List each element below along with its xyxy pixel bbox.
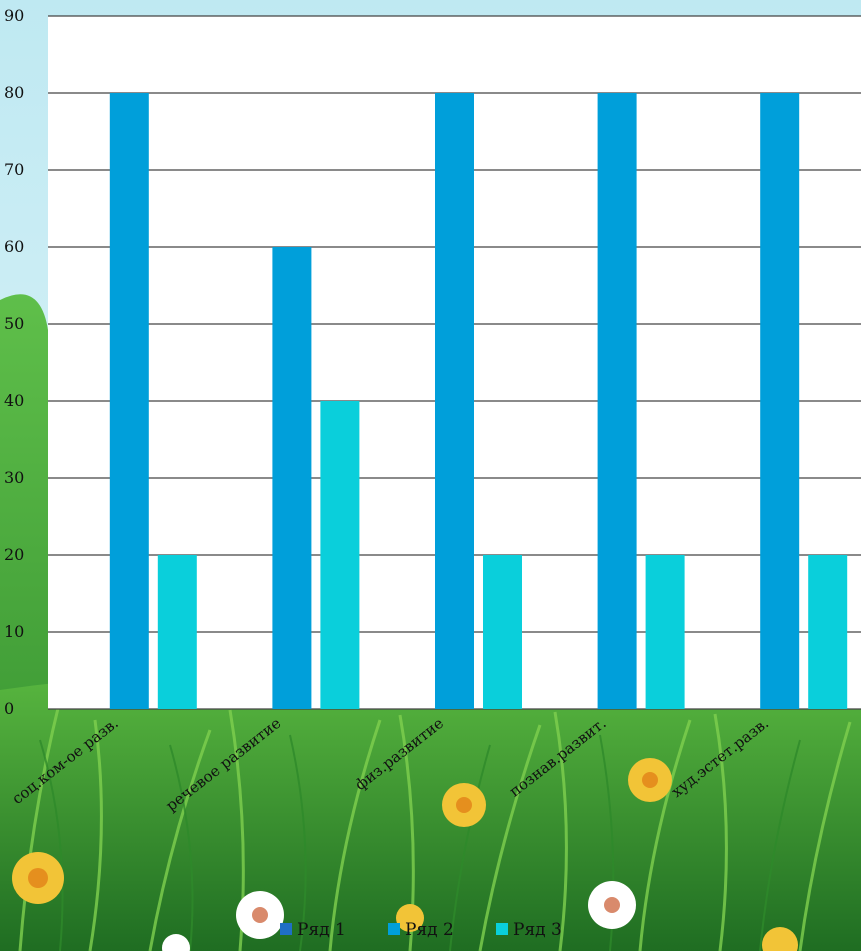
x-category-label: соц.ком-ое разв. — [9, 714, 122, 808]
bar — [645, 555, 685, 709]
bar — [808, 555, 848, 709]
legend-label: Ряд 3 — [513, 920, 562, 940]
bar — [157, 555, 197, 709]
legend-swatch — [388, 923, 400, 935]
x-category-label: речевое развитие — [162, 714, 284, 815]
legend-swatch — [496, 923, 508, 935]
bar — [435, 93, 474, 709]
bar — [597, 93, 637, 709]
y-tick-label: 60 — [4, 237, 24, 256]
bar — [109, 93, 149, 709]
bar — [272, 247, 312, 709]
y-tick-label: 30 — [4, 468, 24, 487]
legend-label: Ряд 1 — [297, 920, 346, 940]
x-category-label: худ.эстет.разв. — [668, 714, 772, 801]
y-tick-label: 0 — [4, 699, 14, 718]
y-tick-label: 80 — [4, 83, 24, 102]
bars — [109, 93, 848, 709]
bar — [483, 555, 522, 709]
y-tick-label: 90 — [4, 6, 24, 25]
y-axis-ticks: 0 10 20 30 40 50 60 70 80 90 — [4, 6, 24, 718]
x-category-label: познав.развит. — [506, 714, 610, 801]
bar — [320, 401, 360, 709]
y-tick-label: 50 — [4, 314, 24, 333]
y-tick-label: 10 — [4, 622, 24, 641]
legend-swatch — [280, 923, 292, 935]
legend: Ряд 1 Ряд 2 Ряд 3 — [280, 920, 562, 940]
bar — [760, 93, 800, 709]
y-tick-label: 20 — [4, 545, 24, 564]
x-axis-labels: соц.ком-ое разв. речевое развитие физ.разв… — [9, 714, 773, 815]
legend-label: Ряд 2 — [405, 920, 454, 940]
y-tick-label: 70 — [4, 160, 24, 179]
y-tick-label: 40 — [4, 391, 24, 410]
x-category-label: физ.развитие — [352, 714, 448, 794]
